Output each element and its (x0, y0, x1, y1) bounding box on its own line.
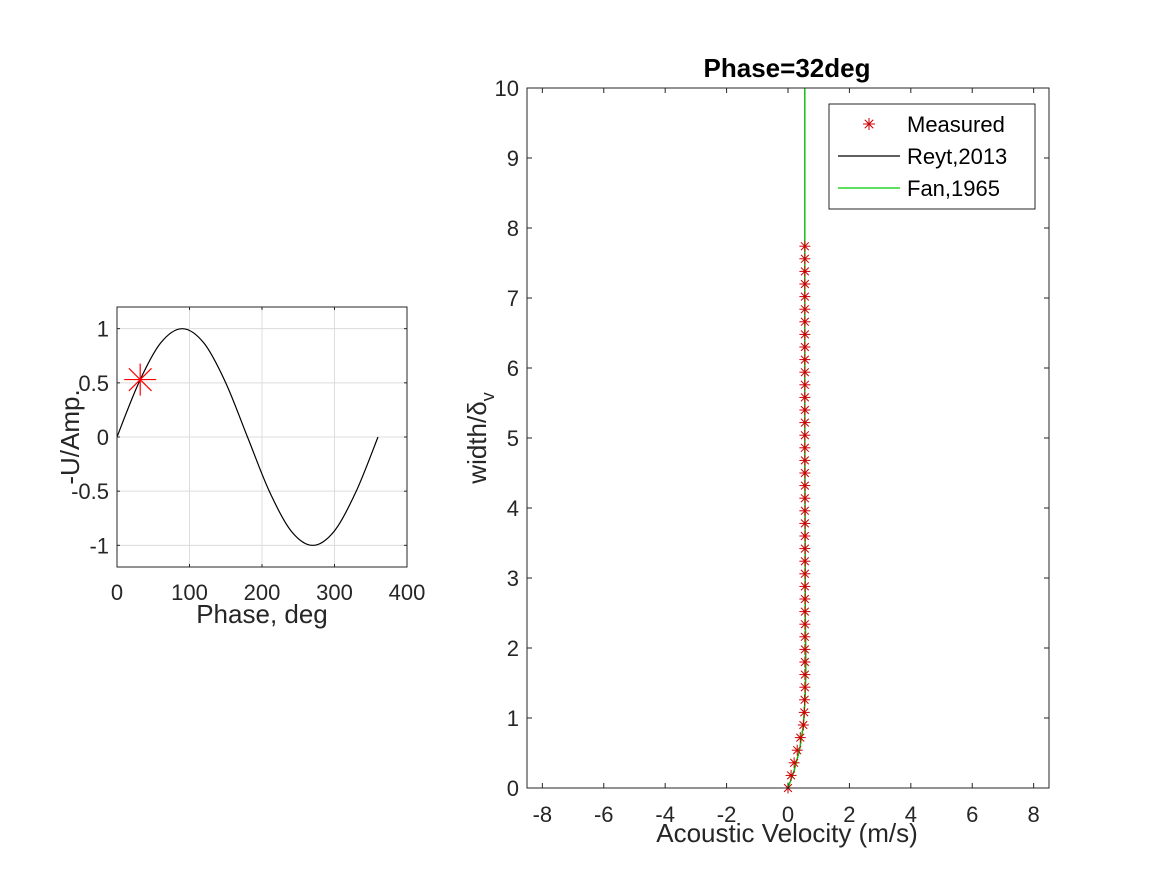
legend-entry-reyt: Reyt,2013 (838, 144, 1007, 169)
legend-entry-measured: Measured (863, 112, 1005, 137)
phase-ytick-label: -1 (89, 533, 109, 558)
velocity-subplot-series (782, 88, 811, 794)
velocity-subplot-ticks: -8 -6 -4 -2 0 2 4 6 8 0 1 2 3 4 5 6 7 8 9 10 (495, 76, 1049, 827)
legend-marker-measured (863, 118, 875, 130)
velocity-subplot-ylabel: width/δv (462, 392, 498, 484)
phase-subplot: 0 100 200 300 400 -1 -0.5 0 0.5 1 Phase, deg -U/A… (55, 306, 425, 629)
phase-ytick-label: 0 (97, 425, 109, 450)
measured-point (799, 517, 811, 529)
velocity-ytick-label: 4 (507, 496, 519, 521)
phase-ytick-label: 1 (97, 317, 109, 342)
phase-current-marker (124, 363, 157, 396)
measured-point (799, 291, 811, 303)
measured-point (799, 354, 811, 366)
velocity-ytick-label: 5 (507, 426, 519, 451)
phase-curve (116, 328, 379, 546)
phase-xtick-label: 0 (111, 580, 123, 605)
measured-point (799, 631, 811, 643)
measured-point (799, 341, 811, 353)
measured-point (799, 265, 811, 277)
velocity-ytick-label: 0 (507, 776, 519, 801)
measured-point (797, 719, 809, 731)
measured-point (799, 580, 811, 592)
legend-label-fan: Fan,1965 (907, 176, 1000, 201)
measured-point (799, 240, 811, 252)
velocity-ytick-label: 9 (507, 146, 519, 171)
measured-point (799, 278, 811, 290)
velocity-xtick-label: -6 (594, 802, 614, 827)
measured-point (799, 505, 811, 517)
measured-point (799, 328, 811, 340)
measured-point (799, 253, 811, 265)
velocity-xtick-label: 2 (843, 802, 855, 827)
phase-xtick-label: 200 (244, 580, 281, 605)
velocity-xtick-label: 4 (905, 802, 917, 827)
measured-point (799, 568, 811, 580)
legend-label-measured: Measured (907, 112, 1005, 137)
measured-point (788, 757, 800, 769)
measured-point (799, 694, 811, 706)
velocity-xtick-label: 6 (966, 802, 978, 827)
phase-xtick-label: 100 (171, 580, 208, 605)
measured-point (799, 606, 811, 618)
phase-xtick-label: 400 (389, 580, 426, 605)
velocity-ytick-label: 7 (507, 286, 519, 311)
velocity-xtick-label: -4 (655, 802, 675, 827)
velocity-xtick-label: 8 (1028, 802, 1040, 827)
measured-point (799, 669, 811, 681)
measured-point (799, 366, 811, 378)
velocity-ytick-label: 8 (507, 216, 519, 241)
velocity-ytick-label: 3 (507, 566, 519, 591)
legend-label-reyt: Reyt,2013 (907, 144, 1007, 169)
measured-point (799, 429, 811, 441)
measured-point (799, 480, 811, 492)
measured-point (798, 706, 810, 718)
measured-point (799, 454, 811, 466)
measured-point (799, 379, 811, 391)
measured-point (794, 732, 806, 744)
velocity-xtick-label: -2 (717, 802, 737, 827)
phase-subplot-series (116, 328, 379, 546)
velocity-ytick-label: 6 (507, 356, 519, 381)
velocity-ytick-label: 1 (507, 706, 519, 731)
velocity-subplot-ylabel-main: width/δ (462, 401, 492, 484)
legend: Measured Reyt,2013 Fan,1965 (828, 103, 1036, 210)
phase-subplot-grid (116, 307, 408, 567)
measured-point (799, 442, 811, 454)
velocity-ytick-label: 2 (507, 636, 519, 661)
phase-subplot-ticks: 0 100 200 300 400 -1 -0.5 0 0.5 1 (71, 307, 425, 605)
measured-point (799, 316, 811, 328)
measured-point (799, 656, 811, 668)
velocity-xtick-label: -8 (533, 802, 553, 827)
velocity-subplot: -8 -6 -4 -2 0 2 4 6 8 0 1 2 3 4 5 6 7 8 9 10 Phase=32deg Ac… (462, 53, 1050, 848)
velocity-xtick-label: 0 (782, 802, 794, 827)
measured-point (791, 744, 803, 756)
measured-point (799, 391, 811, 403)
measured-point (799, 643, 811, 655)
measured-point (799, 492, 811, 504)
measured-point (799, 417, 811, 429)
measured-point (799, 404, 811, 416)
measured-point (799, 681, 811, 693)
phase-ytick-label: -0.5 (71, 479, 109, 504)
legend-entry-fan: Fan,1965 (838, 176, 1000, 201)
measured-point (799, 593, 811, 605)
measured-point (799, 467, 811, 479)
legend-measured-asterisk (863, 118, 875, 130)
velocity-subplot-xlabel: Acoustic Velocity (m/s) (656, 818, 918, 848)
velocity-subplot-ylabel-sub: v (478, 392, 498, 401)
measured-point (799, 618, 811, 630)
measured-point (799, 303, 811, 315)
measured-point (785, 769, 797, 781)
measured-point (799, 543, 811, 555)
phase-subplot-xlabel: Phase, deg (196, 599, 328, 629)
measured-point (799, 530, 811, 542)
phase-ytick-label: 0.5 (78, 371, 109, 396)
velocity-ytick-label: 10 (495, 76, 519, 101)
measured-point (799, 555, 811, 567)
phase-subplot-ylabel: -U/Amp. (55, 389, 85, 484)
phase-xtick-label: 300 (316, 580, 353, 605)
velocity-subplot-title: Phase=32deg (704, 53, 871, 83)
